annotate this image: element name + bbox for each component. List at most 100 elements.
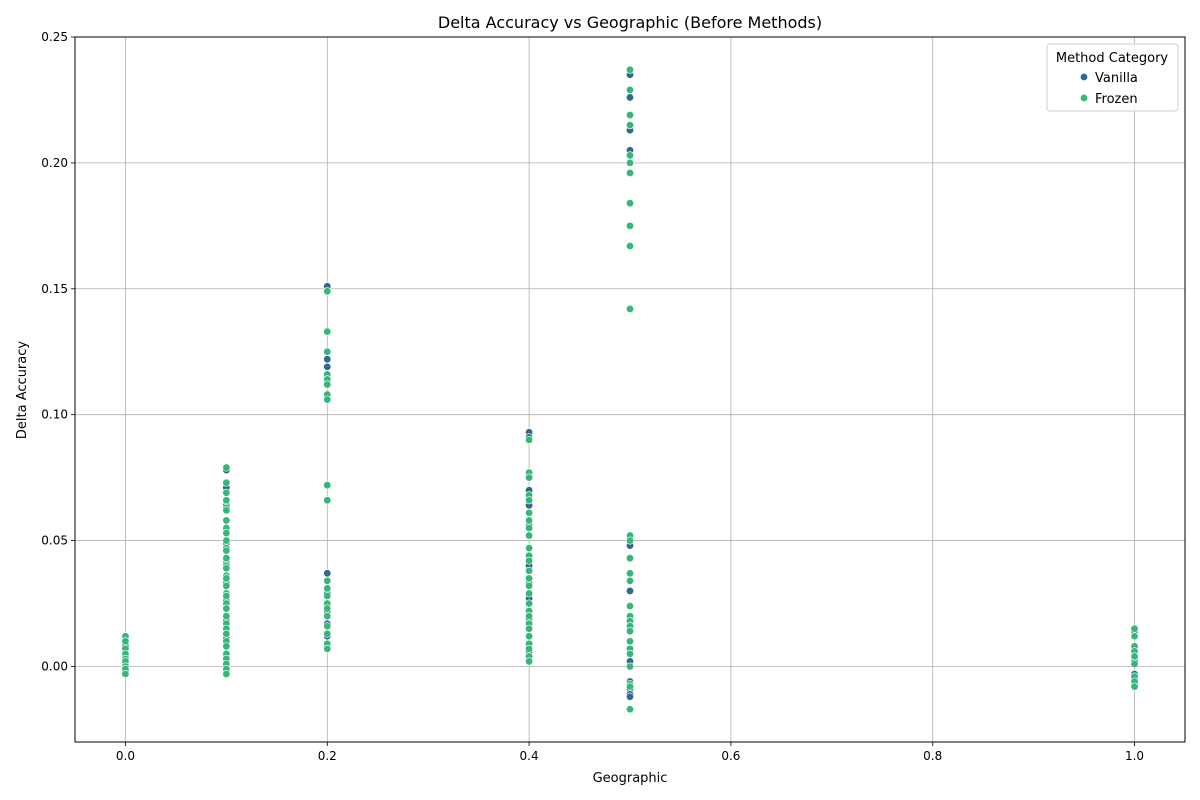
point-frozen: [222, 506, 231, 515]
point-frozen: [525, 599, 534, 608]
point-frozen: [625, 602, 634, 611]
point-frozen: [525, 544, 534, 553]
point-frozen: [525, 632, 534, 641]
point-frozen: [525, 516, 534, 525]
point-frozen: [625, 151, 634, 160]
legend-label-vanilla: Vanilla: [1095, 71, 1138, 86]
point-frozen: [625, 536, 634, 545]
point-frozen: [625, 554, 634, 563]
point-frozen: [222, 670, 231, 679]
point-frozen: [525, 566, 534, 575]
point-frozen: [323, 576, 332, 585]
point-frozen: [323, 395, 332, 404]
legend: Method Category Vanilla Frozen: [1046, 43, 1179, 112]
point-frozen: [525, 574, 534, 583]
point-frozen: [222, 496, 231, 505]
point-frozen: [222, 546, 231, 555]
x-tick-label: 0.2: [318, 749, 337, 763]
point-frozen: [323, 644, 332, 653]
point-frozen: [222, 574, 231, 583]
point-frozen: [323, 380, 332, 389]
point-frozen: [625, 111, 634, 120]
point-frozen: [323, 287, 332, 296]
point-frozen: [625, 221, 634, 230]
point-frozen: [323, 481, 332, 490]
axis-ticks: 0.0 0.2 0.4 0.6 0.8 1.0 0.00 0.05 0.10 0.15 0.20 0.…: [41, 30, 1144, 763]
point-vanilla: [625, 586, 634, 595]
point-frozen: [222, 581, 231, 590]
point-frozen: [222, 478, 231, 487]
point-frozen: [625, 85, 634, 94]
point-frozen: [625, 65, 634, 74]
point-frozen: [222, 629, 231, 638]
point-frozen: [323, 622, 332, 631]
point-frozen: [525, 581, 534, 590]
point-frozen: [222, 463, 231, 472]
point-frozen: [625, 649, 634, 658]
y-tick-label: 0.15: [41, 282, 68, 296]
point-frozen: [625, 662, 634, 671]
point-frozen: [525, 496, 534, 505]
point-vanilla: [323, 569, 332, 578]
legend-label-frozen: Frozen: [1095, 92, 1138, 107]
point-frozen: [121, 670, 130, 679]
x-tick-label: 0.0: [116, 749, 135, 763]
point-frozen: [323, 604, 332, 613]
point-frozen: [323, 591, 332, 600]
point-frozen: [525, 435, 534, 444]
point-frozen: [323, 347, 332, 356]
point-frozen: [222, 591, 231, 600]
legend-box: [1046, 43, 1179, 112]
x-tick-label: 1.0: [1125, 749, 1144, 763]
point-frozen: [625, 168, 634, 177]
point-vanilla: [625, 692, 634, 701]
point-frozen: [625, 637, 634, 646]
x-tick-label: 0.6: [721, 749, 740, 763]
point-vanilla: [323, 362, 332, 371]
x-tick-label: 0.4: [520, 749, 539, 763]
point-frozen: [222, 612, 231, 621]
point-frozen: [625, 241, 634, 250]
point-frozen: [525, 644, 534, 653]
point-frozen: [525, 657, 534, 666]
point-frozen: [1130, 632, 1139, 641]
point-frozen: [222, 564, 231, 573]
point-frozen: [1130, 624, 1139, 633]
point-frozen: [222, 536, 231, 545]
point-frozen: [525, 473, 534, 482]
point-frozen: [222, 529, 231, 538]
y-tick-label: 0.20: [41, 156, 68, 170]
point-frozen: [1130, 682, 1139, 691]
point-frozen: [323, 496, 332, 505]
point-frozen: [525, 523, 534, 532]
point-vanilla: [323, 355, 332, 364]
plot-frame: [74, 36, 1186, 743]
point-frozen: [525, 508, 534, 517]
point-frozen: [222, 554, 231, 563]
y-tick-label: 0.05: [41, 534, 68, 548]
y-axis-label: Delta Accuracy: [15, 341, 30, 439]
point-frozen: [323, 629, 332, 638]
point-frozen: [625, 682, 634, 691]
point-frozen: [625, 627, 634, 636]
point-frozen: [323, 584, 332, 593]
point-frozen: [625, 158, 634, 167]
point-frozen: [222, 488, 231, 497]
point-frozen: [625, 705, 634, 714]
y-tick-label: 0.10: [41, 408, 68, 422]
x-axis-label: Geographic: [593, 771, 668, 786]
y-tick-label: 0.25: [41, 30, 68, 44]
legend-title: Method Category: [1056, 51, 1169, 66]
point-frozen: [222, 604, 231, 613]
point-frozen: [625, 304, 634, 313]
point-frozen: [1130, 659, 1139, 668]
y-tick-label: 0.00: [41, 659, 68, 673]
point-frozen: [625, 199, 634, 208]
point-frozen: [625, 576, 634, 585]
legend-marker-vanilla: [1080, 73, 1089, 82]
point-frozen: [625, 569, 634, 578]
point-frozen: [1130, 652, 1139, 661]
point-frozen: [222, 516, 231, 525]
